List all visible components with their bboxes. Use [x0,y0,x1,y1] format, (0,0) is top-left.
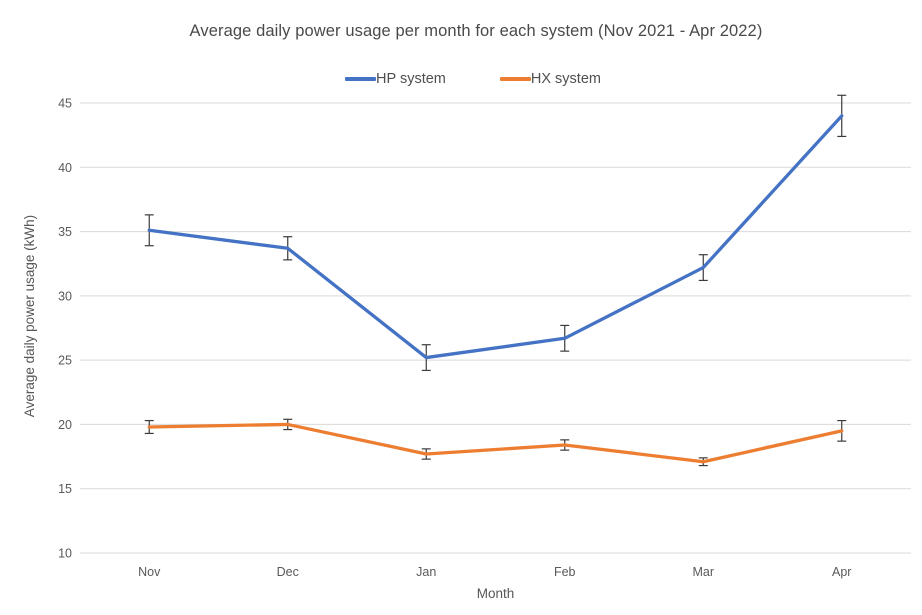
legend: HP system HX system [24,71,922,87]
y-tick-label: 30 [58,289,72,303]
legend-label-hx: HX system [530,71,601,87]
y-axis-title: Average daily power usage (kWh) [22,214,37,418]
y-tick-label: 10 [58,547,72,561]
x-tick-label: Dec [277,565,299,579]
y-tick-label: 45 [58,97,72,111]
y-tick-label: 15 [58,482,72,496]
legend-item-hp-system: HP system [345,71,446,87]
y-tick-label: 35 [58,225,72,239]
series-line-hx-system [147,422,844,464]
series-line-hp-system [147,114,844,360]
y-tick-label: 40 [58,161,72,175]
legend-line-swatch-hx [499,77,531,81]
legend-label-hp: HP system [376,71,446,87]
x-tick-label: Mar [692,565,714,579]
x-tick-label: Apr [832,565,851,579]
x-tick-label: Feb [554,565,576,579]
y-tick-label: 25 [58,354,72,368]
legend-line-swatch-hp [345,77,377,81]
x-axis-title: Month [476,586,515,601]
legend-item-hx-system: HX system [499,71,601,87]
y-tick-label: 20 [58,418,72,432]
chart-title: Average daily power usage per month for … [189,22,763,40]
x-tick-label: Nov [138,565,161,579]
x-tick-label: Jan [416,565,436,579]
